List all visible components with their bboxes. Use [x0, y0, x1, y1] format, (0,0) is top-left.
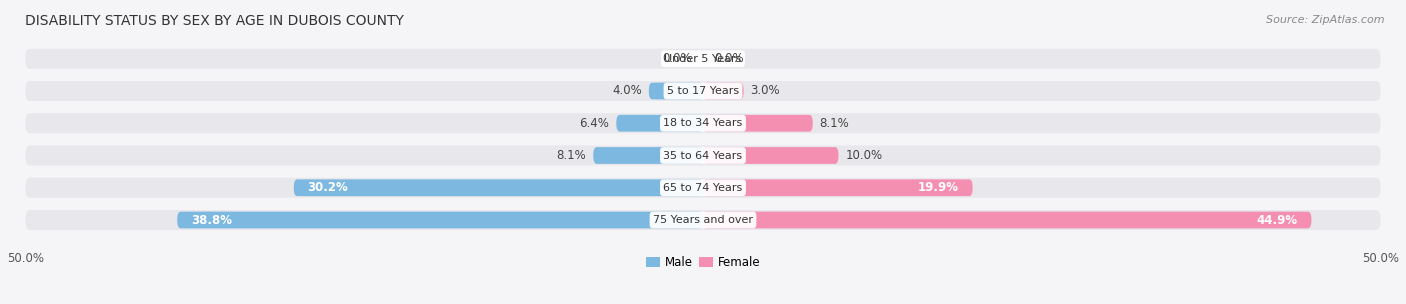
Text: 10.0%: 10.0%	[845, 149, 883, 162]
Text: DISABILITY STATUS BY SEX BY AGE IN DUBOIS COUNTY: DISABILITY STATUS BY SEX BY AGE IN DUBOI…	[25, 14, 405, 28]
Text: 38.8%: 38.8%	[191, 213, 232, 226]
FancyBboxPatch shape	[703, 115, 813, 132]
FancyBboxPatch shape	[648, 83, 703, 99]
FancyBboxPatch shape	[703, 212, 1312, 228]
FancyBboxPatch shape	[703, 83, 744, 99]
Text: 4.0%: 4.0%	[612, 85, 643, 98]
Text: 6.4%: 6.4%	[579, 117, 609, 130]
Text: 18 to 34 Years: 18 to 34 Years	[664, 118, 742, 128]
FancyBboxPatch shape	[294, 179, 703, 196]
FancyBboxPatch shape	[593, 147, 703, 164]
FancyBboxPatch shape	[25, 49, 1381, 69]
FancyBboxPatch shape	[703, 179, 973, 196]
Text: Under 5 Years: Under 5 Years	[665, 54, 741, 64]
Text: 3.0%: 3.0%	[751, 85, 780, 98]
FancyBboxPatch shape	[25, 210, 1381, 230]
FancyBboxPatch shape	[616, 115, 703, 132]
FancyBboxPatch shape	[25, 81, 1381, 101]
FancyBboxPatch shape	[25, 113, 1381, 133]
Text: 8.1%: 8.1%	[557, 149, 586, 162]
Text: 75 Years and over: 75 Years and over	[652, 215, 754, 225]
Legend: Male, Female: Male, Female	[641, 251, 765, 274]
Text: 0.0%: 0.0%	[714, 52, 744, 65]
Text: 44.9%: 44.9%	[1257, 213, 1298, 226]
Text: 5 to 17 Years: 5 to 17 Years	[666, 86, 740, 96]
Text: 30.2%: 30.2%	[308, 181, 349, 194]
FancyBboxPatch shape	[25, 178, 1381, 198]
FancyBboxPatch shape	[703, 147, 838, 164]
Text: Source: ZipAtlas.com: Source: ZipAtlas.com	[1267, 15, 1385, 25]
Text: 8.1%: 8.1%	[820, 117, 849, 130]
Text: 35 to 64 Years: 35 to 64 Years	[664, 150, 742, 161]
FancyBboxPatch shape	[177, 212, 703, 228]
Text: 19.9%: 19.9%	[918, 181, 959, 194]
FancyBboxPatch shape	[25, 146, 1381, 165]
Text: 65 to 74 Years: 65 to 74 Years	[664, 183, 742, 193]
Text: 0.0%: 0.0%	[662, 52, 692, 65]
